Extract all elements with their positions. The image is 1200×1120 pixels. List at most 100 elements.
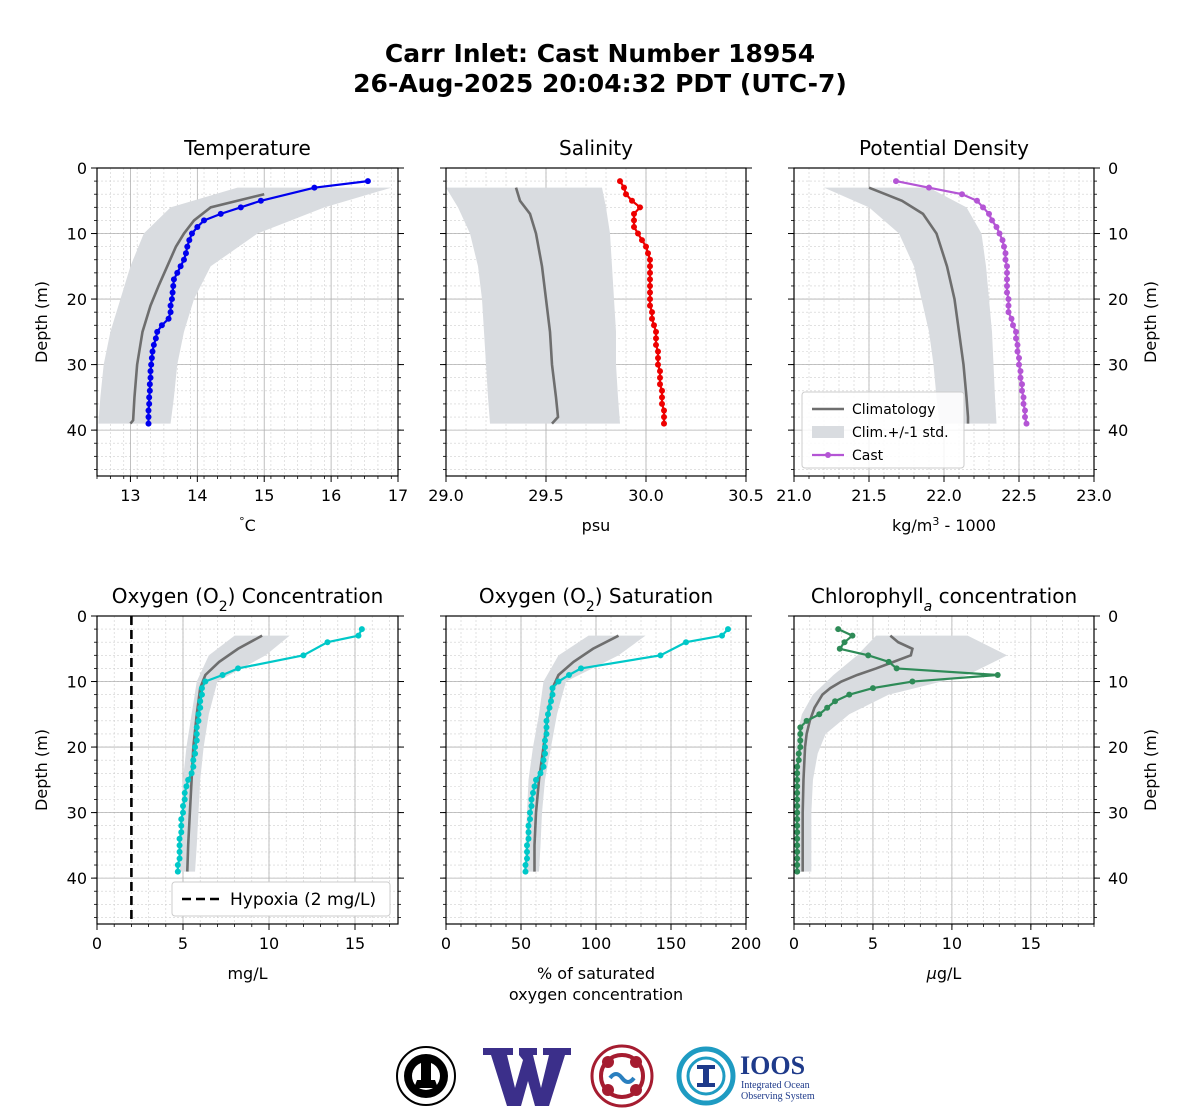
plot-area-oxygen_conc [130,616,365,924]
cast-point [1022,414,1028,421]
climatology-std-band [446,187,620,424]
cast-point [152,335,159,342]
cast-point [528,803,535,810]
cast-point [165,315,172,322]
cast-point [178,816,185,823]
cast-point [1019,387,1025,394]
cast-point [1016,361,1022,368]
cast-point [543,717,550,724]
cast-point [1001,243,1007,250]
y-tick-label: 40 [67,421,87,440]
cast-point [635,230,641,237]
panel-temperature: 13 14 15 16 17 0 10 20 30 40 Temperature °C Depth (m… [32,136,408,535]
cast-point [147,368,154,375]
y-axis-label: Depth (m) [32,281,51,363]
cast-point [181,796,188,803]
nanoos-logo-icon [590,1044,654,1108]
cast-point [201,217,208,224]
cast-point [530,789,536,796]
cast-point [1004,269,1010,276]
x-tick-label: 0 [789,934,799,953]
cast-point [524,848,530,855]
cast-point [794,822,801,829]
cast-point [167,302,174,309]
cast-point [1005,309,1012,316]
cast-point [1005,296,1012,303]
y-tick-label: 40 [1108,869,1128,888]
cast-point [176,835,183,842]
y-tick-label: 30 [1108,804,1128,823]
x-tick-label: 21.5 [851,486,887,505]
climatology-std-band [794,635,1008,872]
x-tick-label: 100 [581,934,612,953]
cast-point [647,269,653,276]
cast-point [176,842,183,849]
cast-point [1022,407,1028,414]
y-tick-label: 30 [1108,356,1128,375]
cast-point [1014,341,1021,348]
legend-label: Clim.+/-1 std. [852,425,949,441]
cast-point [661,407,667,414]
cast-point [655,355,661,362]
y-tick-label: 10 [67,225,87,244]
legend-label: Climatology [852,402,935,418]
cast-point [794,868,801,875]
cast-point [549,691,556,698]
cast-point [794,770,801,777]
y-axis-label: Depth (m) [32,729,51,811]
cast-point [543,724,550,731]
y-tick-label: 10 [1108,673,1128,692]
axes-frame [96,615,399,925]
cast-point [1017,368,1024,375]
cast-point [524,855,530,862]
x-tick-label: 17 [388,486,408,505]
cast-point [1020,400,1027,407]
x-axis-label: psu [582,516,611,535]
y-tick-label: 20 [1108,738,1128,757]
cast-point [1013,328,1019,335]
cast-point [190,757,197,764]
ioos-logo-icon [676,1046,736,1106]
panel-title: Potential Density [859,136,1029,160]
cast-point [986,210,992,217]
cast-point [182,250,189,257]
cast-point [1008,315,1015,322]
cast-point [794,776,801,783]
cast-point [824,704,831,711]
x-tick-label: 5 [868,934,878,953]
cast-point [324,639,331,646]
panel-title: Salinity [559,136,633,160]
cast-point [661,414,667,421]
cast-point [959,191,965,198]
cast-point [170,282,177,289]
cast-point [176,848,183,855]
cast-point [989,217,995,224]
cast-point [1014,348,1021,355]
grid-oxygen_sat [446,616,746,924]
cast-point [999,237,1006,244]
cast-point [188,230,195,237]
axes-frame [445,167,747,477]
cast-point [653,328,659,335]
cast-point [885,658,892,665]
cast-point [198,691,205,698]
cast-point [794,862,801,869]
x-tick-label: 30.0 [628,486,664,505]
cast-point [996,230,1003,237]
y-tick-label: 0 [77,607,87,626]
cast-point [719,632,725,639]
x-tick-label: 10 [942,934,962,953]
cast-point [578,665,584,672]
y-axis-label: Depth (m) [1141,281,1160,363]
figure-title-line1: Carr Inlet: Cast Number 18954 [385,39,815,68]
cast-point [168,296,175,303]
cast-point [794,789,801,796]
cast-point [198,685,205,692]
y-tick-label: 0 [77,159,87,178]
cast-point [527,816,533,823]
cast-point [794,803,801,810]
cast-point [524,842,530,849]
cast-point [195,717,202,724]
cast-point [1017,374,1024,381]
cast-point [1005,302,1012,309]
